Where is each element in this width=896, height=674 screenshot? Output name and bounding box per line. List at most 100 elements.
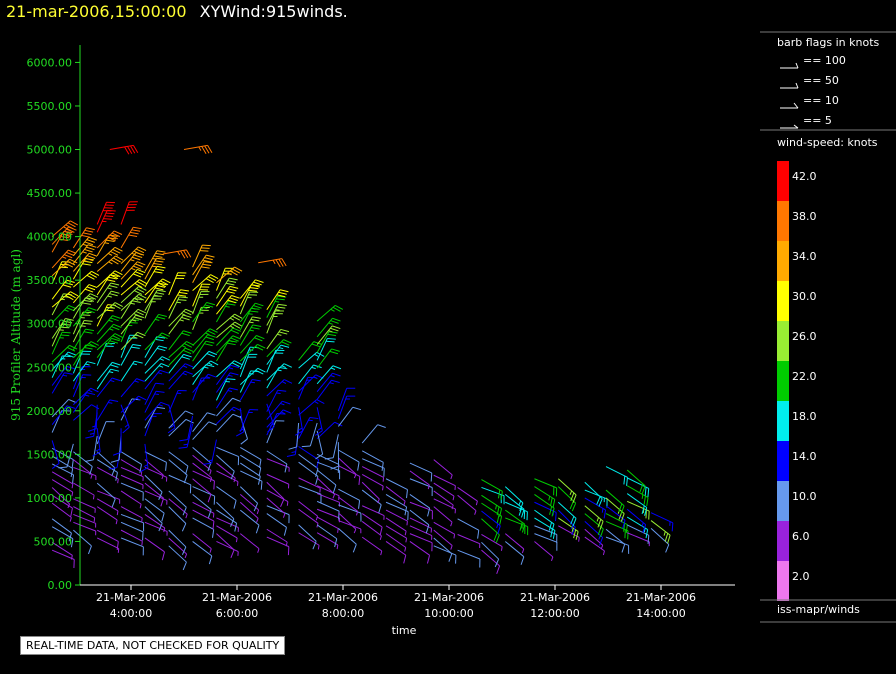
wind-barb [316,372,341,392]
wind-barb [110,436,122,463]
wind-barb [96,506,118,525]
wind-barb [266,289,289,311]
wind-barb [457,534,481,548]
wind-barb [385,478,408,499]
wind-barb [557,486,577,512]
wind-barb [650,512,674,532]
speed-bin-label: 30.0 [792,290,817,303]
wind-barb [433,529,453,550]
wind-barb [338,528,357,553]
wind-barb [239,486,259,512]
wind-barb [504,533,525,554]
wind-barb [558,525,580,542]
wind-barb [433,474,456,490]
wind-barb [239,279,264,299]
wind-barb [605,513,628,534]
wind-barb [96,209,116,233]
wind-barb [534,494,555,517]
wind-barb [168,459,188,484]
wind-barb [72,244,97,264]
wind-barb [385,517,407,536]
wind-barb [266,458,290,472]
wind-barb [258,258,287,268]
wind-barb [266,409,292,428]
wind-barb [92,428,101,457]
speed-bin-label: 10.0 [792,490,817,503]
wind-barb [266,513,287,536]
wind-barb [144,313,167,335]
wind-barb [144,506,163,532]
wind-barb [144,345,168,366]
y-tick-label: 5500.00 [27,100,73,113]
wind-barb [361,450,384,471]
speed-bin-label: 14.0 [792,450,817,463]
wind-barb [316,365,342,385]
wind-barb [534,486,556,508]
wind-barb [626,485,649,507]
wind-barb [216,540,239,556]
wind-barb [192,364,215,385]
wind-barb [266,339,292,358]
wind-barb [51,344,78,363]
wind-barb [168,347,194,366]
speed-color-swatch [777,321,789,361]
wind-barb [433,490,454,510]
wind-barb [266,420,285,444]
wind-barb [192,360,219,378]
wind-barb [120,506,143,523]
wind-barb [409,541,431,564]
wind-barb [266,473,290,489]
wind-barb [298,364,322,385]
wind-barb [433,545,457,564]
wind-barb [120,521,144,541]
wind-barb [481,479,503,500]
y-tick-label: 500.00 [34,535,73,548]
wind-barb [239,335,265,354]
speed-color-swatch [777,561,789,601]
wind-barb [584,521,604,546]
wind-barb [120,395,147,413]
wind-barb [481,502,503,525]
wind-barb [216,313,243,331]
wind-barb [73,482,95,500]
speed-bin-label: 6.0 [792,530,810,543]
y-tick-label: 1500.00 [27,448,73,461]
wind-barb [51,549,75,569]
wind-barb [584,481,603,507]
wind-barb [179,415,194,442]
y-tick-label: 2000.00 [27,405,73,418]
wind-barb [144,369,169,390]
wind-barb [338,449,360,471]
wind-barb [266,528,288,547]
x-tick-time: 8:00:00 [322,607,364,620]
wind-barb [51,398,77,418]
qc-note: REAL-TIME DATA, NOT CHECKED FOR QUALITY [20,636,286,655]
wind-barb [72,284,98,304]
wind-barb [168,314,192,335]
wind-barb [216,364,239,385]
wind-barb [51,405,76,426]
wind-barb [385,541,407,564]
wind-barb [120,378,145,398]
wind-barb [409,533,433,552]
title-name: XYWind:915winds. [199,2,348,21]
wind-barb [301,422,318,448]
wind-barb [144,356,170,374]
wind-barb [409,494,431,517]
wind-barb [144,257,165,280]
wind-barb [51,365,75,386]
wind-barb [51,526,74,548]
wind-barb [73,466,97,480]
wind-barb [73,270,100,288]
wind-barb [338,520,362,534]
wind-barb [192,509,215,530]
wind-barb [162,249,192,259]
wind-barb [97,490,121,504]
wind-barb [96,333,123,351]
wind-barb [192,340,215,362]
wind-barb [239,302,264,323]
wind-barb [626,469,646,495]
wind-barb [216,285,239,307]
wind-barb [316,469,337,494]
wind-barb [168,341,195,359]
